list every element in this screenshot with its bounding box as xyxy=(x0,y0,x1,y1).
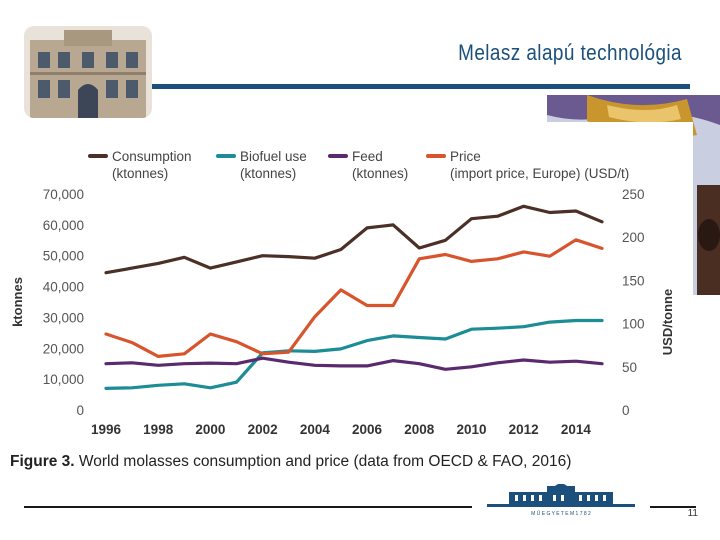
x-tick-label: 2008 xyxy=(404,422,435,437)
footer-rule-right xyxy=(650,506,696,508)
x-tick-label: 2014 xyxy=(561,422,592,437)
x-tick-label: 2012 xyxy=(509,422,539,437)
y2-tick-label: 150 xyxy=(622,273,645,288)
building-illustration xyxy=(24,26,152,118)
x-tick-label: 1998 xyxy=(143,422,174,437)
y2-tick-label: 50 xyxy=(622,360,637,375)
y-tick-label: 30,000 xyxy=(43,310,84,325)
legend-unit: (ktonnes) xyxy=(352,166,408,181)
legend-unit: (ktonnes) xyxy=(240,166,296,181)
x-tick-label: 1996 xyxy=(91,422,122,437)
page-number: 11 xyxy=(687,508,698,519)
figure-caption: Figure 3. World molasses consumption and… xyxy=(10,453,571,470)
y-tick-label: 40,000 xyxy=(43,280,84,295)
chart-series xyxy=(104,204,604,390)
title-rule xyxy=(152,84,690,89)
legend-label: Consumption xyxy=(112,149,192,164)
logo-text: M Ű E G Y E T E M 1 7 8 2 xyxy=(531,510,591,517)
y-tick-label: 10,000 xyxy=(43,372,84,387)
figure-caption-label: Figure 3. xyxy=(10,453,79,470)
series-line-consumption xyxy=(104,204,604,275)
chart-axes: 0 10,000 20,000 30,000 40,000 50,000 60,000 70,… xyxy=(10,187,675,437)
slide-title: Melasz alapú technológia xyxy=(458,40,682,65)
y2-axis-label: USD/tonne xyxy=(660,289,675,355)
footer-rule xyxy=(24,506,472,508)
legend-unit: (import price, Europe) (USD/t) xyxy=(450,166,629,181)
y2-tick-label: 100 xyxy=(622,317,645,332)
chart-caption: Figure 3. World molasses consumption and… xyxy=(10,453,571,470)
legend-label: Feed xyxy=(352,149,383,164)
series-line-price xyxy=(104,238,604,358)
y-tick-label: 60,000 xyxy=(43,218,84,233)
university-logo: M Ű E G Y E T E M 1 7 8 2 xyxy=(487,483,635,520)
x-tick-label: 2004 xyxy=(300,422,331,437)
series-line-biofuel-use xyxy=(104,318,604,390)
x-tick-label: 2002 xyxy=(248,422,278,437)
university-logo-image: M Ű E G Y E T E M 1 7 8 2 xyxy=(487,483,635,517)
legend-label: Biofuel use xyxy=(240,149,307,164)
y-tick-label: 70,000 xyxy=(43,187,84,202)
series-line-feed xyxy=(104,356,604,371)
y2-tick-label: 250 xyxy=(622,187,645,202)
x-tick-label: 2010 xyxy=(456,422,486,437)
y-tick-label: 50,000 xyxy=(43,249,84,264)
y-tick-label: 0 xyxy=(76,403,84,418)
y2-tick-label: 0 xyxy=(622,403,630,418)
building-photo xyxy=(24,26,152,118)
y2-tick-label: 200 xyxy=(622,230,645,245)
molasses-chart: Consumption (ktonnes) Biofuel use (ktonnes)… xyxy=(10,149,675,470)
x-tick-label: 2006 xyxy=(352,422,383,437)
figure-caption-text: World molasses consumption and price (da… xyxy=(79,453,571,470)
legend-unit: (ktonnes) xyxy=(112,166,168,181)
chart-card: Consumption (ktonnes) Biofuel use (ktonnes)… xyxy=(0,122,693,474)
chart-legend: Consumption (ktonnes) Biofuel use (ktonnes)… xyxy=(88,149,629,181)
x-tick-label: 2000 xyxy=(195,422,225,437)
y-tick-label: 20,000 xyxy=(43,341,84,356)
legend-label: Price xyxy=(450,149,481,164)
y-axis-label: ktonnes xyxy=(10,277,25,327)
